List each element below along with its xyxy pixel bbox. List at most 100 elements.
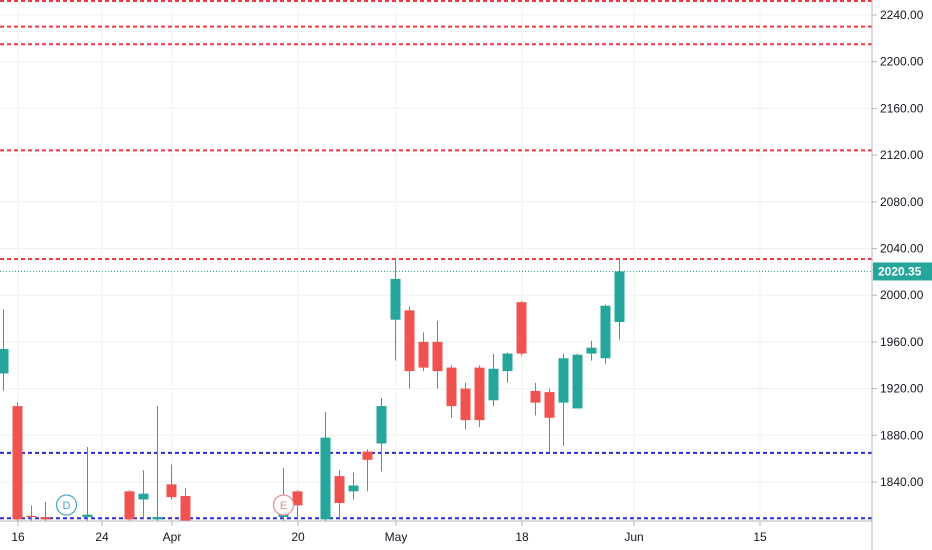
candle <box>530 382 541 416</box>
time-axis[interactable]: 16 24 Apr 20 May 18 Jun 15 <box>11 521 767 544</box>
candle-body <box>460 388 471 421</box>
candle <box>418 332 429 372</box>
event-marker: E <box>272 494 295 516</box>
y-tick-label: 2160.00 <box>880 101 924 115</box>
candle-body <box>138 493 149 500</box>
candle-body <box>40 517 51 520</box>
x-tick-label: 24 <box>95 530 109 544</box>
candle-body <box>376 406 387 444</box>
candle <box>404 306 415 389</box>
last-price-text: 2020.35 <box>878 264 922 278</box>
candle-body <box>12 406 23 520</box>
candle <box>124 490 135 521</box>
y-tick-label: 2000.00 <box>880 288 924 302</box>
candle-body <box>600 305 611 359</box>
y-tick-label: 2240.00 <box>880 8 924 22</box>
candle <box>432 320 443 389</box>
candle <box>138 470 149 520</box>
candle-body <box>474 367 485 421</box>
candle-body <box>586 347 597 354</box>
candle <box>40 501 51 521</box>
y-tick-label: 1880.00 <box>880 428 924 442</box>
event-marker-label: D <box>63 500 71 512</box>
candle <box>0 309 9 391</box>
candle-body <box>544 392 555 418</box>
x-tick-label: Jun <box>624 530 643 544</box>
candle-body <box>390 278 401 320</box>
candle-body <box>320 437 331 520</box>
x-tick-label: May <box>385 530 408 544</box>
y-tick-label: 1960.00 <box>880 335 924 349</box>
candle <box>558 353 569 446</box>
candle <box>320 411 331 521</box>
candle-body <box>26 515 37 518</box>
candle <box>348 472 359 500</box>
candle <box>180 487 191 521</box>
candle <box>600 304 611 365</box>
candle-body <box>292 491 303 506</box>
candle-body <box>432 341 443 372</box>
candle <box>376 397 387 472</box>
x-tick-label: 15 <box>753 530 767 544</box>
event-marker-label: E <box>280 500 287 512</box>
event-marker-circle <box>55 494 78 516</box>
candle <box>544 388 555 452</box>
candle-body <box>488 368 499 401</box>
y-tick-label: 1840.00 <box>880 475 924 489</box>
candle-body <box>334 476 345 504</box>
candle-body <box>516 302 527 354</box>
x-tick-label: 20 <box>291 530 305 544</box>
candle <box>12 402 23 521</box>
last-price-badge <box>873 262 932 281</box>
candles <box>0 257 625 521</box>
price-axis[interactable]: 2240.00 2200.00 2160.00 2120.00 2080.00 2040.… <box>872 8 924 489</box>
candle-body <box>502 353 513 372</box>
candle-body <box>152 517 163 520</box>
grid <box>0 0 872 521</box>
candle-body <box>82 514 93 518</box>
candle <box>586 340 597 361</box>
candle <box>488 353 499 407</box>
y-tick-label: 2120.00 <box>880 148 924 162</box>
candle-body <box>124 491 135 520</box>
candle-body <box>180 496 191 521</box>
candle <box>516 301 527 356</box>
y-tick-label: 2200.00 <box>880 55 924 69</box>
candle-body <box>558 358 569 403</box>
candle <box>502 352 513 383</box>
candle <box>460 382 471 430</box>
horizontal-levels <box>0 0 872 520</box>
candle <box>166 464 177 500</box>
y-tick-label: 2040.00 <box>880 242 924 256</box>
candle-body <box>572 354 583 409</box>
candle <box>572 353 583 409</box>
candle <box>26 505 37 521</box>
last-price-label: 2020.35 <box>873 262 932 281</box>
candle <box>82 446 93 521</box>
candle-body <box>404 310 415 372</box>
candle-body <box>418 341 429 368</box>
y-tick-label: 1920.00 <box>880 382 924 396</box>
candle-body <box>348 485 359 492</box>
candle <box>362 449 373 492</box>
x-tick-label: Apr <box>163 530 182 544</box>
candle <box>292 490 303 518</box>
candle <box>474 365 485 428</box>
candle-body <box>362 451 373 460</box>
candle-body <box>0 348 9 374</box>
y-tick-label: 2080.00 <box>880 195 924 209</box>
candle-body <box>446 367 457 407</box>
x-tick-label: 16 <box>11 530 25 544</box>
candle <box>446 365 457 418</box>
event-marker-circle <box>272 494 295 516</box>
candle-body <box>614 271 625 323</box>
candle <box>152 406 163 521</box>
x-tick-label: 18 <box>515 530 529 544</box>
candle <box>334 470 345 518</box>
event-marker: D <box>55 494 78 516</box>
candle <box>614 257 625 340</box>
candle-body <box>166 484 177 498</box>
candle-body <box>530 390 541 403</box>
